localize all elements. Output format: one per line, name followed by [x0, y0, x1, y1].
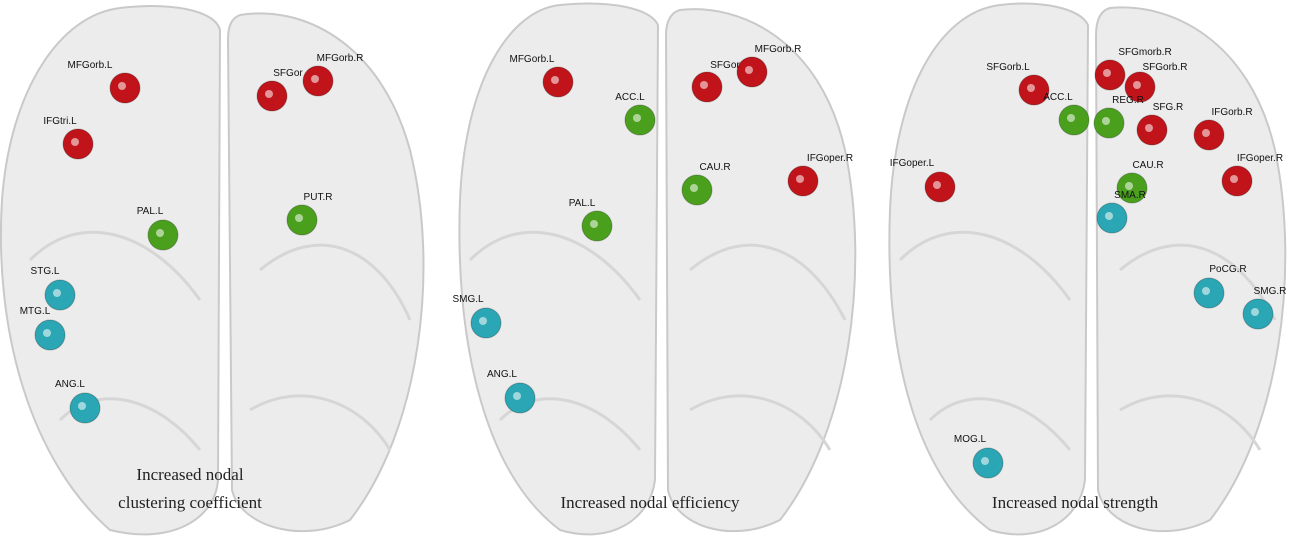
caption: Increased nodal	[136, 465, 243, 484]
node-label: MOG.L	[954, 434, 987, 445]
caption: clustering coefficient	[118, 493, 262, 512]
node-label: REG.R	[1112, 95, 1144, 106]
node-highlight	[1230, 175, 1238, 183]
node-highlight	[1133, 81, 1141, 89]
node-highlight	[156, 229, 164, 237]
node-label: IFGtri.L	[43, 116, 77, 127]
node-highlight	[700, 81, 708, 89]
node-highlight	[633, 114, 641, 122]
node-label: SFGorb.R	[1142, 62, 1187, 73]
node-highlight	[295, 214, 303, 222]
node-label: SFGor	[710, 60, 740, 71]
node-highlight	[551, 76, 559, 84]
node-label: MFGorb.R	[317, 53, 364, 64]
node-highlight	[513, 392, 521, 400]
node-label: PAL.L	[569, 198, 596, 209]
node-highlight	[590, 220, 598, 228]
node-highlight	[479, 317, 487, 325]
node-highlight	[796, 175, 804, 183]
node-label: MFGorb.R	[755, 44, 802, 55]
node-highlight	[53, 289, 61, 297]
node-label: MTG.L	[20, 306, 51, 317]
node-label: IFGoper.R	[1237, 153, 1283, 164]
node-highlight	[1251, 308, 1259, 316]
brain-1	[1, 6, 424, 534]
node-label: MFGorb.L	[67, 60, 112, 71]
node-label: ACC.L	[1043, 92, 1073, 103]
caption: Increased nodal efficiency	[560, 493, 740, 512]
node-highlight	[1102, 117, 1110, 125]
node-label: MFGorb.L	[509, 54, 554, 65]
node-label: PAL.L	[137, 206, 164, 217]
node-highlight	[311, 75, 319, 83]
node-label: SMG.R	[1254, 286, 1287, 297]
node-label: SFGmorb.R	[1118, 47, 1171, 58]
node-highlight	[71, 138, 79, 146]
node-highlight	[78, 402, 86, 410]
node-label: IFGoper.L	[890, 158, 935, 169]
node-highlight	[1067, 114, 1075, 122]
node-highlight	[933, 181, 941, 189]
node-highlight	[1145, 124, 1153, 132]
node-label: SMA.R	[1114, 190, 1146, 201]
node-highlight	[1103, 69, 1111, 77]
node-highlight	[1202, 287, 1210, 295]
node-label: SFGorb.L	[986, 62, 1030, 73]
node-highlight	[118, 82, 126, 90]
node-label: ACC.L	[615, 92, 645, 103]
brain-2	[459, 4, 855, 535]
node-highlight	[690, 184, 698, 192]
node-highlight	[1027, 84, 1035, 92]
caption: Increased nodal strength	[992, 493, 1159, 512]
node-highlight	[745, 66, 753, 74]
node-highlight	[1105, 212, 1113, 220]
node-label: SFG.R	[1153, 102, 1184, 113]
node-label: CAU.R	[699, 162, 730, 173]
node-highlight	[1125, 182, 1133, 190]
node-highlight	[981, 457, 989, 465]
node-highlight	[1202, 129, 1210, 137]
node-label: SMG.L	[452, 294, 484, 305]
node-label: ANG.L	[55, 379, 85, 390]
node-label: PUT.R	[304, 192, 333, 203]
node-label: STG.L	[31, 266, 60, 277]
node-highlight	[43, 329, 51, 337]
node-label: ANG.L	[487, 369, 517, 380]
node-label: IFGoper.R	[807, 153, 853, 164]
node-label: IFGorb.R	[1211, 107, 1252, 118]
node-label: SFGor	[273, 68, 303, 79]
node-label: PoCG.R	[1209, 264, 1246, 275]
node-highlight	[265, 90, 273, 98]
node-label: CAU.R	[1132, 160, 1163, 171]
figure: MFGorb.L SFGor MFGorb.R IFGtri.L PAL.L PUT.R S…	[0, 0, 1291, 541]
